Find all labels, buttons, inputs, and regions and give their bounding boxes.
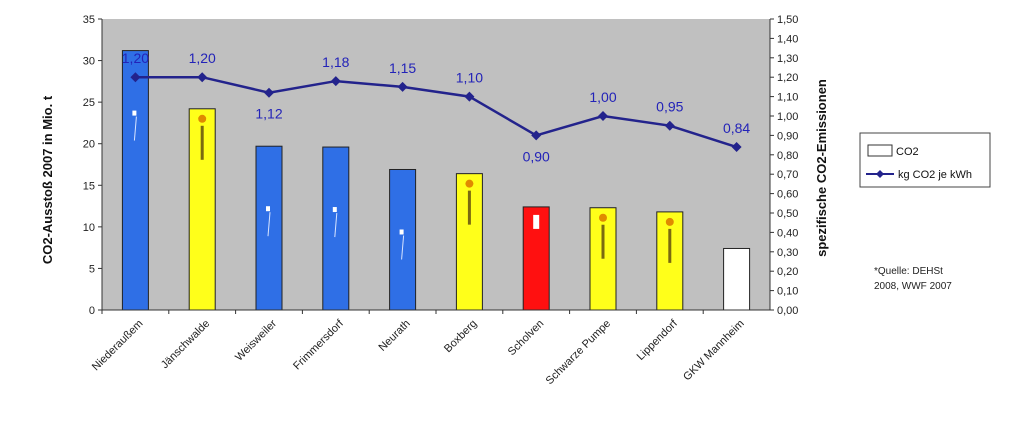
- vattenfall-logo-icon: [467, 190, 471, 225]
- y-right-tick-label: 0,00: [777, 305, 798, 317]
- rwe-logo-icon: [267, 212, 271, 237]
- y-tick-label: 20: [83, 139, 95, 151]
- legend: CO2 kg CO2 je kWh: [859, 132, 991, 188]
- legend-box: [859, 132, 991, 188]
- x-tick-label: Frimmersdorf: [291, 317, 346, 372]
- line-marker: [598, 111, 608, 121]
- x-tick-label: Weisweiler: [233, 317, 279, 363]
- y-right-tick-label: 1,20: [777, 72, 798, 84]
- vattenfall-logo-icon: [200, 125, 204, 160]
- y-right-tick-label: 1,10: [777, 92, 798, 104]
- bar: [589, 207, 617, 311]
- data-label: 1,20: [189, 50, 216, 66]
- source-note-line-2: 2008, WWF 2007: [874, 281, 952, 292]
- data-label: 1,10: [456, 70, 483, 86]
- x-tick-label: Scholven: [506, 318, 546, 358]
- line-marker: [330, 76, 341, 87]
- legend-label-kg-co2: kg CO2 je kWh: [898, 169, 972, 181]
- y-right-tick-label: 0,90: [777, 130, 798, 142]
- rwe-logo-icon: [401, 235, 405, 260]
- rwe-logo-icon: [332, 207, 337, 213]
- legend-marker-kg-co2: [876, 170, 884, 178]
- x-tick-label: GKW Mannheim: [681, 318, 747, 384]
- source-note-line-1: *Quelle: DEHSt: [874, 266, 943, 277]
- y-right-tick-label: 1,30: [777, 53, 798, 65]
- y-tick-label: 5: [89, 263, 95, 275]
- data-label: 1,00: [589, 89, 616, 105]
- line-marker: [264, 87, 274, 98]
- eon-logo-icon: [533, 214, 540, 229]
- vattenfall-logo-icon: [601, 224, 605, 259]
- vattenfall-logo-icon: [665, 217, 674, 226]
- y-axis-title: CO2-Ausstoß 2007 in Mio. t: [40, 95, 55, 264]
- rwe-logo-icon: [133, 116, 137, 141]
- data-label: 1,12: [255, 106, 282, 122]
- x-tick-label: Jänschwalde: [159, 318, 212, 371]
- y-right-tick-label: 0,60: [777, 189, 798, 201]
- y-tick-label: 0: [89, 305, 95, 317]
- x-tick-label: Boxberg: [442, 318, 479, 355]
- vattenfall-logo-icon: [599, 213, 607, 222]
- y-tick-label: 10: [83, 222, 95, 234]
- bar: [723, 247, 751, 311]
- bar: [389, 168, 417, 311]
- line-marker: [197, 72, 208, 83]
- y-right-tick-label: 0,10: [777, 286, 798, 298]
- data-label: 0,84: [723, 120, 750, 136]
- x-tick-label: Neurath: [377, 318, 413, 354]
- y-right-tick-label: 1,50: [777, 14, 798, 26]
- rwe-logo-icon: [334, 212, 338, 238]
- y-right-tick-label: 1,00: [777, 111, 798, 123]
- x-tick-label: Lippendorf: [635, 317, 681, 363]
- data-label: 1,15: [389, 60, 416, 76]
- line-marker: [664, 120, 675, 131]
- y-right-tick-label: 1,40: [777, 33, 798, 45]
- rwe-logo-icon: [132, 110, 137, 116]
- y-tick-label: 25: [83, 97, 95, 109]
- data-label: 0,90: [523, 148, 550, 164]
- line-marker: [397, 81, 408, 92]
- y-tick-label: 30: [83, 56, 95, 68]
- vattenfall-logo-icon: [668, 228, 672, 263]
- data-label: 1,18: [322, 54, 349, 70]
- y-tick-label: 35: [83, 14, 95, 26]
- series-line-kg-co2: [135, 75, 737, 149]
- line-marker: [731, 142, 742, 153]
- rwe-logo-icon: [399, 229, 404, 235]
- data-label: 1,20: [122, 50, 149, 66]
- y-right-tick-label: 0,50: [777, 208, 798, 220]
- y-tick-label: 15: [83, 180, 95, 192]
- x-tick-label: Niederaußem: [90, 318, 146, 374]
- y-right-tick-label: 0,70: [777, 169, 798, 181]
- line-marker: [531, 130, 542, 141]
- rwe-logo-icon: [266, 206, 270, 212]
- y-right-tick-label: 0,80: [777, 150, 798, 162]
- y-axis-right-title: spezifische CO2-Emissionen: [814, 79, 829, 257]
- data-label: 0,95: [656, 99, 683, 115]
- y-right-tick-label: 0,30: [777, 247, 798, 259]
- y-right-tick-label: 0,40: [777, 227, 798, 239]
- legend-swatch-co2: [867, 144, 893, 157]
- line-marker: [464, 91, 475, 102]
- bar: [121, 50, 149, 311]
- vattenfall-logo-icon: [198, 114, 207, 123]
- y-right-tick-label: 0,20: [777, 266, 798, 278]
- vattenfall-logo-icon: [465, 179, 474, 188]
- x-tick-label: Schwarze Pumpe: [544, 318, 613, 387]
- legend-label-co2: CO2: [896, 146, 919, 158]
- line-marker: [130, 72, 141, 83]
